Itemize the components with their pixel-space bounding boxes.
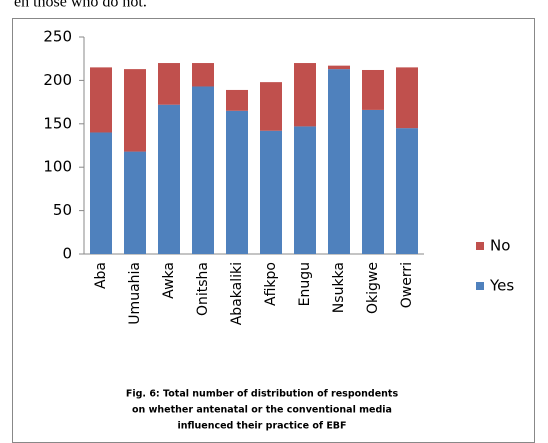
bar-segment	[396, 67, 418, 129]
legend-label: Yes	[489, 277, 514, 295]
bar-segment	[192, 63, 214, 87]
x-tick-label: Awka	[161, 262, 177, 299]
legend-swatch	[476, 242, 484, 250]
x-tick-label: Onitsha	[195, 262, 211, 316]
bar-segment	[124, 151, 146, 254]
bar-segment	[90, 67, 112, 133]
x-tick-label: Afikpo	[263, 262, 279, 306]
y-tick-label: 250	[43, 28, 72, 46]
header-text: en those who do not.	[14, 0, 147, 11]
bar-segment	[124, 69, 146, 152]
y-tick-label: 150	[43, 114, 72, 132]
y-tick-label: 100	[43, 158, 72, 176]
caption: influenced their practice of EBF	[177, 421, 346, 432]
bar-segment	[226, 89, 248, 111]
bar-segment	[158, 104, 180, 254]
bar-segment	[294, 126, 316, 254]
caption: on whether antenatal or the conventional…	[132, 405, 392, 416]
x-tick-label: Owerri	[399, 262, 415, 308]
x-tick-label: Nsukka	[331, 262, 347, 313]
legend-swatch	[476, 282, 484, 290]
bar-segment	[226, 110, 248, 254]
bar-segment	[294, 63, 316, 127]
bar-segment	[158, 63, 180, 105]
bar-segment	[362, 109, 384, 254]
y-tick-label: 0	[62, 245, 72, 263]
x-tick-label: Umuahia	[127, 262, 143, 325]
legend-label: No	[490, 237, 510, 255]
bar-segment	[260, 82, 282, 131]
x-tick-label: Abakaliki	[229, 262, 245, 325]
bar-segment	[328, 65, 350, 70]
y-tick-label: 200	[43, 71, 72, 89]
bar-segment	[362, 69, 384, 110]
bar-segment	[192, 86, 214, 254]
x-tick-label: Aba	[93, 262, 109, 289]
y-tick-label: 50	[53, 201, 72, 219]
bar-segment	[328, 69, 350, 254]
x-tick-label: Okigwe	[365, 262, 381, 314]
bar-segment	[260, 130, 282, 254]
bar-segment	[90, 132, 112, 254]
bar-segment	[396, 128, 418, 254]
caption: Fig. 6: Total number of distribution of …	[126, 389, 399, 400]
x-tick-label: Enugu	[297, 262, 313, 306]
